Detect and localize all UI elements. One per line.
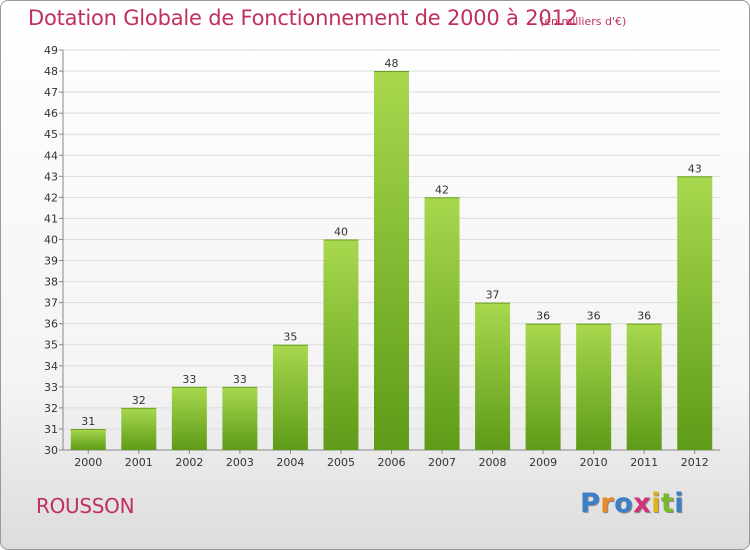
data-label: 31 xyxy=(81,415,95,428)
x-tick-label: 2000 xyxy=(74,456,102,469)
data-label: 35 xyxy=(283,331,297,344)
y-tick-label: 46 xyxy=(44,107,58,120)
logo-letter: i xyxy=(674,488,685,519)
x-tick-label: 2012 xyxy=(681,456,709,469)
bar xyxy=(424,197,460,450)
y-tick-label: 41 xyxy=(44,212,58,225)
x-tick-label: 2011 xyxy=(630,456,658,469)
bar xyxy=(70,428,106,450)
y-tick-label: 37 xyxy=(44,297,58,310)
x-tick-label: 2006 xyxy=(378,456,406,469)
chart-subtitle: (en milliers d'€) xyxy=(540,15,627,28)
data-label: 40 xyxy=(334,225,348,238)
x-tick-label: 2007 xyxy=(428,456,456,469)
proxiti-logo: Proxiti xyxy=(580,488,684,519)
bar xyxy=(626,323,662,450)
y-tick-label: 32 xyxy=(44,402,58,415)
bars xyxy=(70,71,713,450)
y-tick-label: 45 xyxy=(44,128,58,141)
y-tick-label: 30 xyxy=(44,444,58,457)
y-tick-label: 47 xyxy=(44,86,58,99)
x-tick-label: 2010 xyxy=(580,456,608,469)
commune-name: ROUSSON xyxy=(36,494,135,518)
y-tick-label: 39 xyxy=(44,255,58,268)
y-tick-label: 33 xyxy=(44,381,58,394)
data-label: 37 xyxy=(486,289,500,302)
bar xyxy=(272,344,308,450)
bar xyxy=(171,386,207,450)
y-tick-label: 43 xyxy=(44,170,58,183)
data-label: 42 xyxy=(435,183,449,196)
bar xyxy=(475,302,511,450)
logo-letter: o xyxy=(614,488,634,519)
y-tick-label: 44 xyxy=(44,149,58,162)
bar xyxy=(323,239,359,450)
bar xyxy=(677,176,713,450)
bar xyxy=(525,323,561,450)
y-tick-label: 35 xyxy=(44,339,58,352)
x-tick-label: 2005 xyxy=(327,456,355,469)
logo-letter: P xyxy=(580,488,601,519)
data-label: 32 xyxy=(132,394,146,407)
y-tick-label: 36 xyxy=(44,318,58,331)
x-tick-label: 2009 xyxy=(529,456,557,469)
logo-letter: x xyxy=(633,488,652,519)
bar xyxy=(374,71,409,450)
bar xyxy=(222,386,258,450)
data-label: 36 xyxy=(587,310,601,323)
chart-title: Dotation Globale de Fonctionnement de 20… xyxy=(28,6,578,30)
y-tick-label: 31 xyxy=(44,423,58,436)
x-tick-label: 2004 xyxy=(276,456,304,469)
bar xyxy=(121,407,157,450)
y-tick-label: 38 xyxy=(44,276,58,289)
logo-letter: r xyxy=(600,488,615,519)
y-tick-label: 40 xyxy=(44,233,58,246)
data-label: 48 xyxy=(385,57,399,70)
data-label: 43 xyxy=(688,162,702,175)
labels: 30 31 32 33 34 35 36 37 38 39 40 41 42 43 44 45 46 47 48 49… xyxy=(44,44,709,469)
y-tick-label: 34 xyxy=(44,360,58,373)
y-tick-label: 42 xyxy=(44,191,58,204)
x-tick-label: 2001 xyxy=(125,456,153,469)
x-tick-label: 2003 xyxy=(226,456,254,469)
data-label: 36 xyxy=(637,310,651,323)
data-label: 33 xyxy=(233,373,247,386)
data-label: 36 xyxy=(536,310,550,323)
bar xyxy=(576,323,612,450)
logo-letter: i xyxy=(651,488,661,519)
y-tick-label: 48 xyxy=(44,65,58,78)
x-tick-label: 2008 xyxy=(479,456,507,469)
y-tick-label: 49 xyxy=(44,44,58,57)
x-tick-label: 2002 xyxy=(175,456,203,469)
data-label: 33 xyxy=(182,373,196,386)
logo-letter: t xyxy=(660,488,675,519)
